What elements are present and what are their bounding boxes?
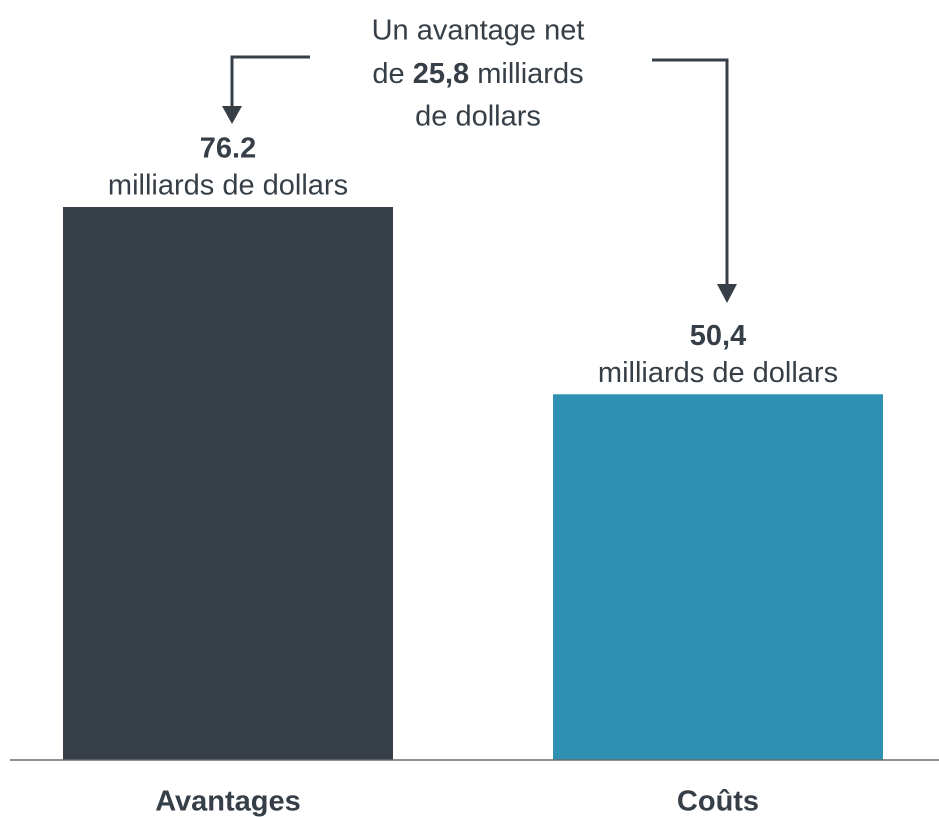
annotation-line: Un avantage net xyxy=(372,15,585,47)
annotation-text: milliards xyxy=(477,58,583,90)
value-unit: milliards de dollars xyxy=(108,170,348,202)
value-label: 76.2 xyxy=(200,133,256,165)
bar xyxy=(63,207,393,760)
bar xyxy=(553,394,883,760)
value-label: 50,4 xyxy=(690,320,746,352)
annotation-value: 25,8 xyxy=(413,58,469,90)
arrow-head xyxy=(717,284,737,303)
x-tick-label: Avantages xyxy=(155,786,301,817)
x-tick-label: Coûts xyxy=(677,786,759,817)
value-unit: milliards de dollars xyxy=(598,357,838,389)
arrow xyxy=(652,58,729,290)
arrow xyxy=(230,55,310,112)
annotation-line: de 25,8 milliards xyxy=(372,58,583,90)
arrow-head xyxy=(222,106,242,124)
annotation-line: de dollars xyxy=(415,101,541,133)
annotation-text: de xyxy=(372,58,404,90)
